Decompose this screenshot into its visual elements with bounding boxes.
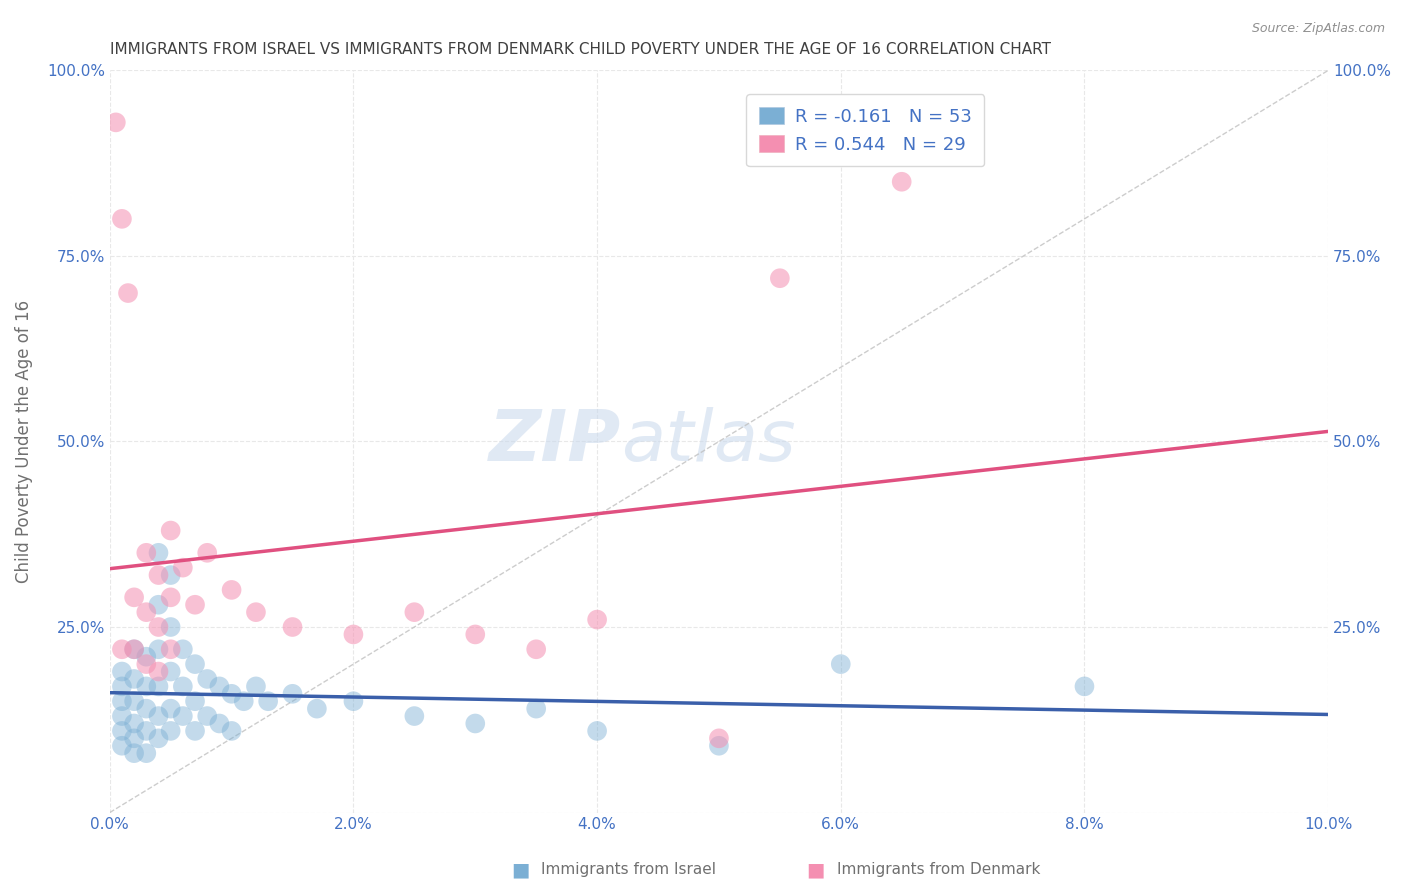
Point [135, 657, 157, 672]
Point [707, 739, 730, 753]
Point [195, 672, 218, 686]
Point [159, 568, 181, 582]
Point [148, 598, 170, 612]
Point [305, 701, 328, 715]
Point [135, 723, 157, 738]
Point [135, 701, 157, 715]
Point [111, 665, 134, 679]
Point [707, 731, 730, 746]
Point [148, 642, 170, 657]
Text: Immigrants from Denmark: Immigrants from Denmark [837, 863, 1040, 877]
Point [148, 620, 170, 634]
Point [172, 642, 194, 657]
Point [232, 694, 254, 708]
Point [890, 175, 912, 189]
Point [122, 746, 145, 760]
Point [111, 709, 134, 723]
Point [586, 613, 609, 627]
Point [135, 746, 157, 760]
Point [135, 605, 157, 619]
Point [195, 546, 218, 560]
Point [208, 679, 231, 693]
Text: ZIP: ZIP [489, 407, 621, 476]
Text: ■: ■ [806, 860, 825, 880]
Point [221, 582, 243, 597]
Point [172, 679, 194, 693]
Legend: R = -0.161   N = 53, R = 0.544   N = 29: R = -0.161 N = 53, R = 0.544 N = 29 [747, 95, 984, 166]
Text: IMMIGRANTS FROM ISRAEL VS IMMIGRANTS FROM DENMARK CHILD POVERTY UNDER THE AGE OF: IMMIGRANTS FROM ISRAEL VS IMMIGRANTS FRO… [110, 42, 1050, 57]
Point [111, 723, 134, 738]
Point [111, 211, 134, 226]
Point [184, 723, 207, 738]
Point [404, 605, 426, 619]
Point [111, 694, 134, 708]
Point [464, 716, 486, 731]
Point [184, 657, 207, 672]
Point [122, 642, 145, 657]
Point [122, 731, 145, 746]
Point [172, 560, 194, 574]
Point [221, 687, 243, 701]
Point [524, 642, 547, 657]
Point [172, 709, 194, 723]
Point [221, 723, 243, 738]
Point [830, 657, 852, 672]
Point [586, 723, 609, 738]
Point [159, 642, 181, 657]
Point [464, 627, 486, 641]
Text: ■: ■ [510, 860, 530, 880]
Point [281, 687, 304, 701]
Point [195, 709, 218, 723]
Point [245, 679, 267, 693]
Point [148, 709, 170, 723]
Point [769, 271, 792, 285]
Point [184, 598, 207, 612]
Point [135, 679, 157, 693]
Point [281, 620, 304, 634]
Point [159, 665, 181, 679]
Point [404, 709, 426, 723]
Point [159, 620, 181, 634]
Point [148, 731, 170, 746]
Point [104, 115, 127, 129]
Point [257, 694, 280, 708]
Point [184, 694, 207, 708]
Point [524, 701, 547, 715]
Point [342, 627, 364, 641]
Y-axis label: Child Poverty Under the Age of 16: Child Poverty Under the Age of 16 [15, 300, 32, 583]
Point [148, 546, 170, 560]
Point [122, 591, 145, 605]
Text: Immigrants from Israel: Immigrants from Israel [541, 863, 716, 877]
Point [122, 716, 145, 731]
Point [135, 649, 157, 664]
Point [159, 701, 181, 715]
Point [135, 546, 157, 560]
Point [148, 665, 170, 679]
Point [159, 524, 181, 538]
Point [111, 642, 134, 657]
Point [159, 723, 181, 738]
Point [111, 679, 134, 693]
Point [159, 591, 181, 605]
Point [122, 672, 145, 686]
Text: atlas: atlas [621, 407, 796, 476]
Point [111, 739, 134, 753]
Point [208, 716, 231, 731]
Point [148, 568, 170, 582]
Point [148, 679, 170, 693]
Point [1073, 679, 1095, 693]
Point [122, 642, 145, 657]
Point [117, 286, 139, 301]
Point [245, 605, 267, 619]
Text: Source: ZipAtlas.com: Source: ZipAtlas.com [1251, 22, 1385, 36]
Point [122, 694, 145, 708]
Point [342, 694, 364, 708]
